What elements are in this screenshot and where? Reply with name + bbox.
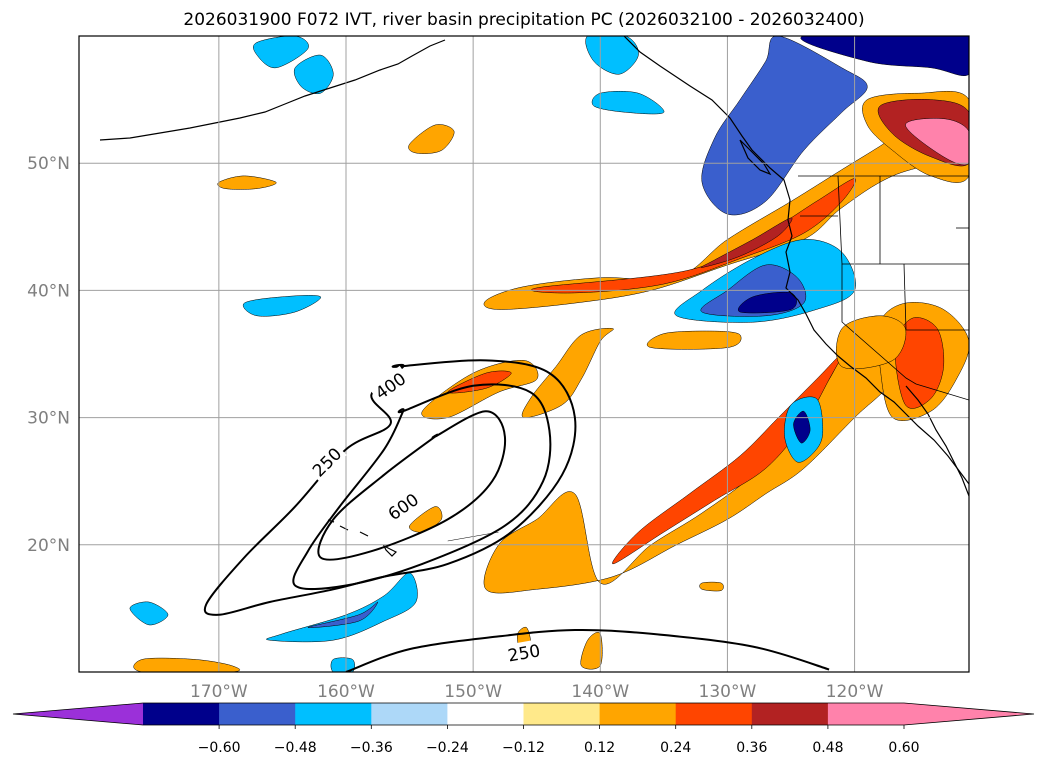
- pc-region-20: [793, 410, 811, 444]
- colorbar-extend-low: [13, 703, 143, 725]
- colorbar-tick-label-0: −0.60: [198, 740, 241, 756]
- contour-label-bg-3: [503, 638, 545, 666]
- x-tick-label-2: 150°W: [444, 682, 502, 702]
- map-frame: [78, 35, 970, 673]
- pc-region-12: [646, 330, 742, 350]
- y-tick-label-1: 30°N: [27, 409, 70, 429]
- x-tick-label-4: 130°W: [699, 682, 757, 702]
- coastline-vancouver-island: [739, 139, 772, 176]
- pc-region-37: [129, 601, 169, 626]
- ivt-contour-250-1: [345, 628, 830, 672]
- x-axis: 170°W 160°W 150°W 140°W 130°W 120°W: [190, 682, 884, 702]
- ivt-contour-600-3: [317, 410, 507, 561]
- ivt-contour-400-2: [292, 383, 552, 590]
- pc-region-7: [701, 36, 868, 216]
- pc-region-39: [585, 36, 639, 75]
- colorbar-tick-label-7: 0.36: [736, 740, 767, 756]
- x-tick-label-0: 170°W: [190, 682, 248, 702]
- state-borders: [798, 175, 969, 401]
- pc-region-31: [243, 295, 321, 317]
- x-tick-label-3: 140°W: [571, 682, 629, 702]
- graticule: [79, 36, 969, 672]
- ivt-contour-250-0: [203, 359, 577, 616]
- contour-label-bg-2: [381, 486, 424, 525]
- colorbar-segment-4: [447, 703, 524, 725]
- pc-region-24: [217, 175, 277, 190]
- coastline-baja: [905, 385, 969, 497]
- coastline-aleutians: [99, 39, 446, 141]
- chart-title: 2026031900 F072 IVT, river basin precipi…: [183, 10, 864, 30]
- pc-region-34: [293, 54, 334, 94]
- colorbar-segment-7: [675, 703, 753, 725]
- pc-region-2: [700, 217, 793, 268]
- colorbar-segment-8: [751, 703, 829, 725]
- pc-region-32: [266, 572, 418, 643]
- y-tick-label-0: 20°N: [27, 536, 70, 556]
- colorbar-tick-label-8: 0.48: [812, 740, 843, 756]
- colorbar-segment-2: [295, 703, 372, 725]
- pc-region-35: [253, 36, 309, 69]
- colorbar: −0.60 −0.48 −0.36 −0.24 −0.12 0.12 0.24 0.36 0.4…: [12, 702, 1035, 756]
- y-tick-label-2: 40°N: [27, 281, 70, 301]
- pc-region-36: [591, 91, 665, 115]
- y-tick-label-3: 50°N: [27, 154, 70, 174]
- pc-region-33: [307, 601, 379, 628]
- colorbar-tick-label-1: −0.48: [274, 740, 317, 756]
- colorbar-segment-1: [219, 703, 296, 725]
- colorbar-tick-label-6: 0.24: [660, 740, 691, 756]
- pc-region-8: [800, 36, 969, 76]
- y-axis: 20°N 30°N 40°N 50°N: [27, 154, 70, 556]
- colorbar-segment-0: [143, 703, 220, 725]
- colorbar-tick-label-9: 0.60: [888, 740, 919, 756]
- pc-region-29: [699, 581, 724, 592]
- pc-region-5: [905, 118, 969, 166]
- pc-region-23: [408, 124, 455, 154]
- colorbar-segment-5: [523, 703, 601, 725]
- colorbar-segment-9: [827, 703, 905, 725]
- colorbar-tick-label-2: −0.36: [350, 740, 393, 756]
- colorbar-extend-high: [904, 703, 1034, 725]
- colorbar-tick-label-3: −0.24: [426, 740, 469, 756]
- colorbar-tick-label-5: 0.12: [584, 740, 615, 756]
- pc-region-18: [836, 315, 907, 370]
- colorbar-segment-6: [599, 703, 677, 725]
- coastline-north-america: [623, 36, 969, 485]
- contour-label-bg-0: [305, 440, 347, 482]
- x-tick-label-5: 120°W: [826, 682, 884, 702]
- x-tick-label-1: 160°W: [317, 682, 375, 702]
- colorbar-tick-label-4: −0.12: [502, 740, 545, 756]
- pc-region-38: [330, 657, 355, 672]
- colorbar-segment-3: [371, 703, 448, 725]
- contour-label-bg-1: [368, 365, 412, 405]
